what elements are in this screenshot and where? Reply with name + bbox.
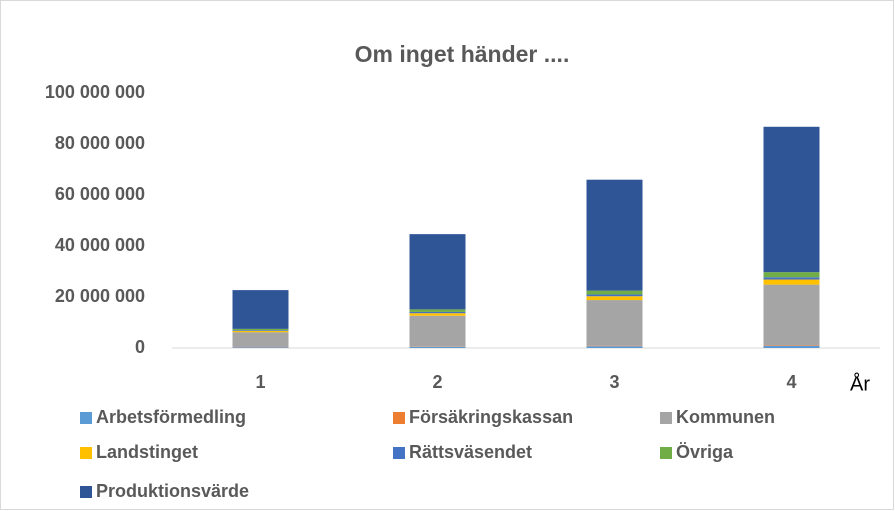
legend-label: Rättsväsendet [409,442,532,462]
bar-segment [232,328,289,331]
y-tick-label: 80 000 000 [55,133,145,153]
bar-segment [409,309,466,312]
legend-swatch [80,447,92,459]
legend-label: Övriga [676,442,734,462]
legend-swatch [660,412,672,424]
bar-segment [409,315,466,347]
bar-segment [763,345,820,348]
y-tick-label: 100 000 000 [45,82,145,102]
bar-segment [409,346,466,348]
bar-segment [586,179,643,291]
bar-segment [763,279,820,285]
legend-swatch [393,447,405,459]
y-tick-label: 60 000 000 [55,184,145,204]
y-tick-label: 20 000 000 [55,286,145,306]
bar-segment [586,300,643,346]
x-axis-label: År [850,372,870,395]
bar-segment [763,272,820,278]
bar-segment [586,296,643,301]
bar-segment [409,234,466,310]
bar-segment [586,345,643,347]
legend-label: Arbetsförmedling [96,407,246,427]
y-tick-label: 0 [135,337,145,357]
x-tick-label: 2 [432,372,442,392]
bar-segment [409,311,466,314]
bar-segment [232,330,289,333]
x-tick-label: 3 [609,372,619,392]
bar-segment [409,313,466,316]
legend-label: Försäkringskassan [409,407,573,427]
bar-segment [232,332,289,347]
chart-title: Om inget händer .... [355,41,570,67]
x-tick-label: 1 [255,372,265,392]
legend-swatch [80,412,92,424]
legend-swatch [393,412,405,424]
bar-segment [763,345,820,346]
bar-segment [232,347,289,348]
legend-label: Landstinget [96,442,198,462]
bar-segment [232,290,289,329]
bar-segment [763,126,820,273]
bar-segment [586,346,643,348]
legend-swatch [80,486,92,498]
bar-segment [763,277,820,280]
bar-segment [763,284,820,346]
legend-label: Kommunen [676,407,775,427]
bar-segment [586,294,643,297]
bar-segment [586,290,643,295]
y-tick-label: 40 000 000 [55,235,145,255]
legend-swatch [660,447,672,459]
bar-segment [232,330,289,331]
legend-label: Produktionsvärde [96,481,249,501]
x-tick-label: 4 [786,372,796,392]
